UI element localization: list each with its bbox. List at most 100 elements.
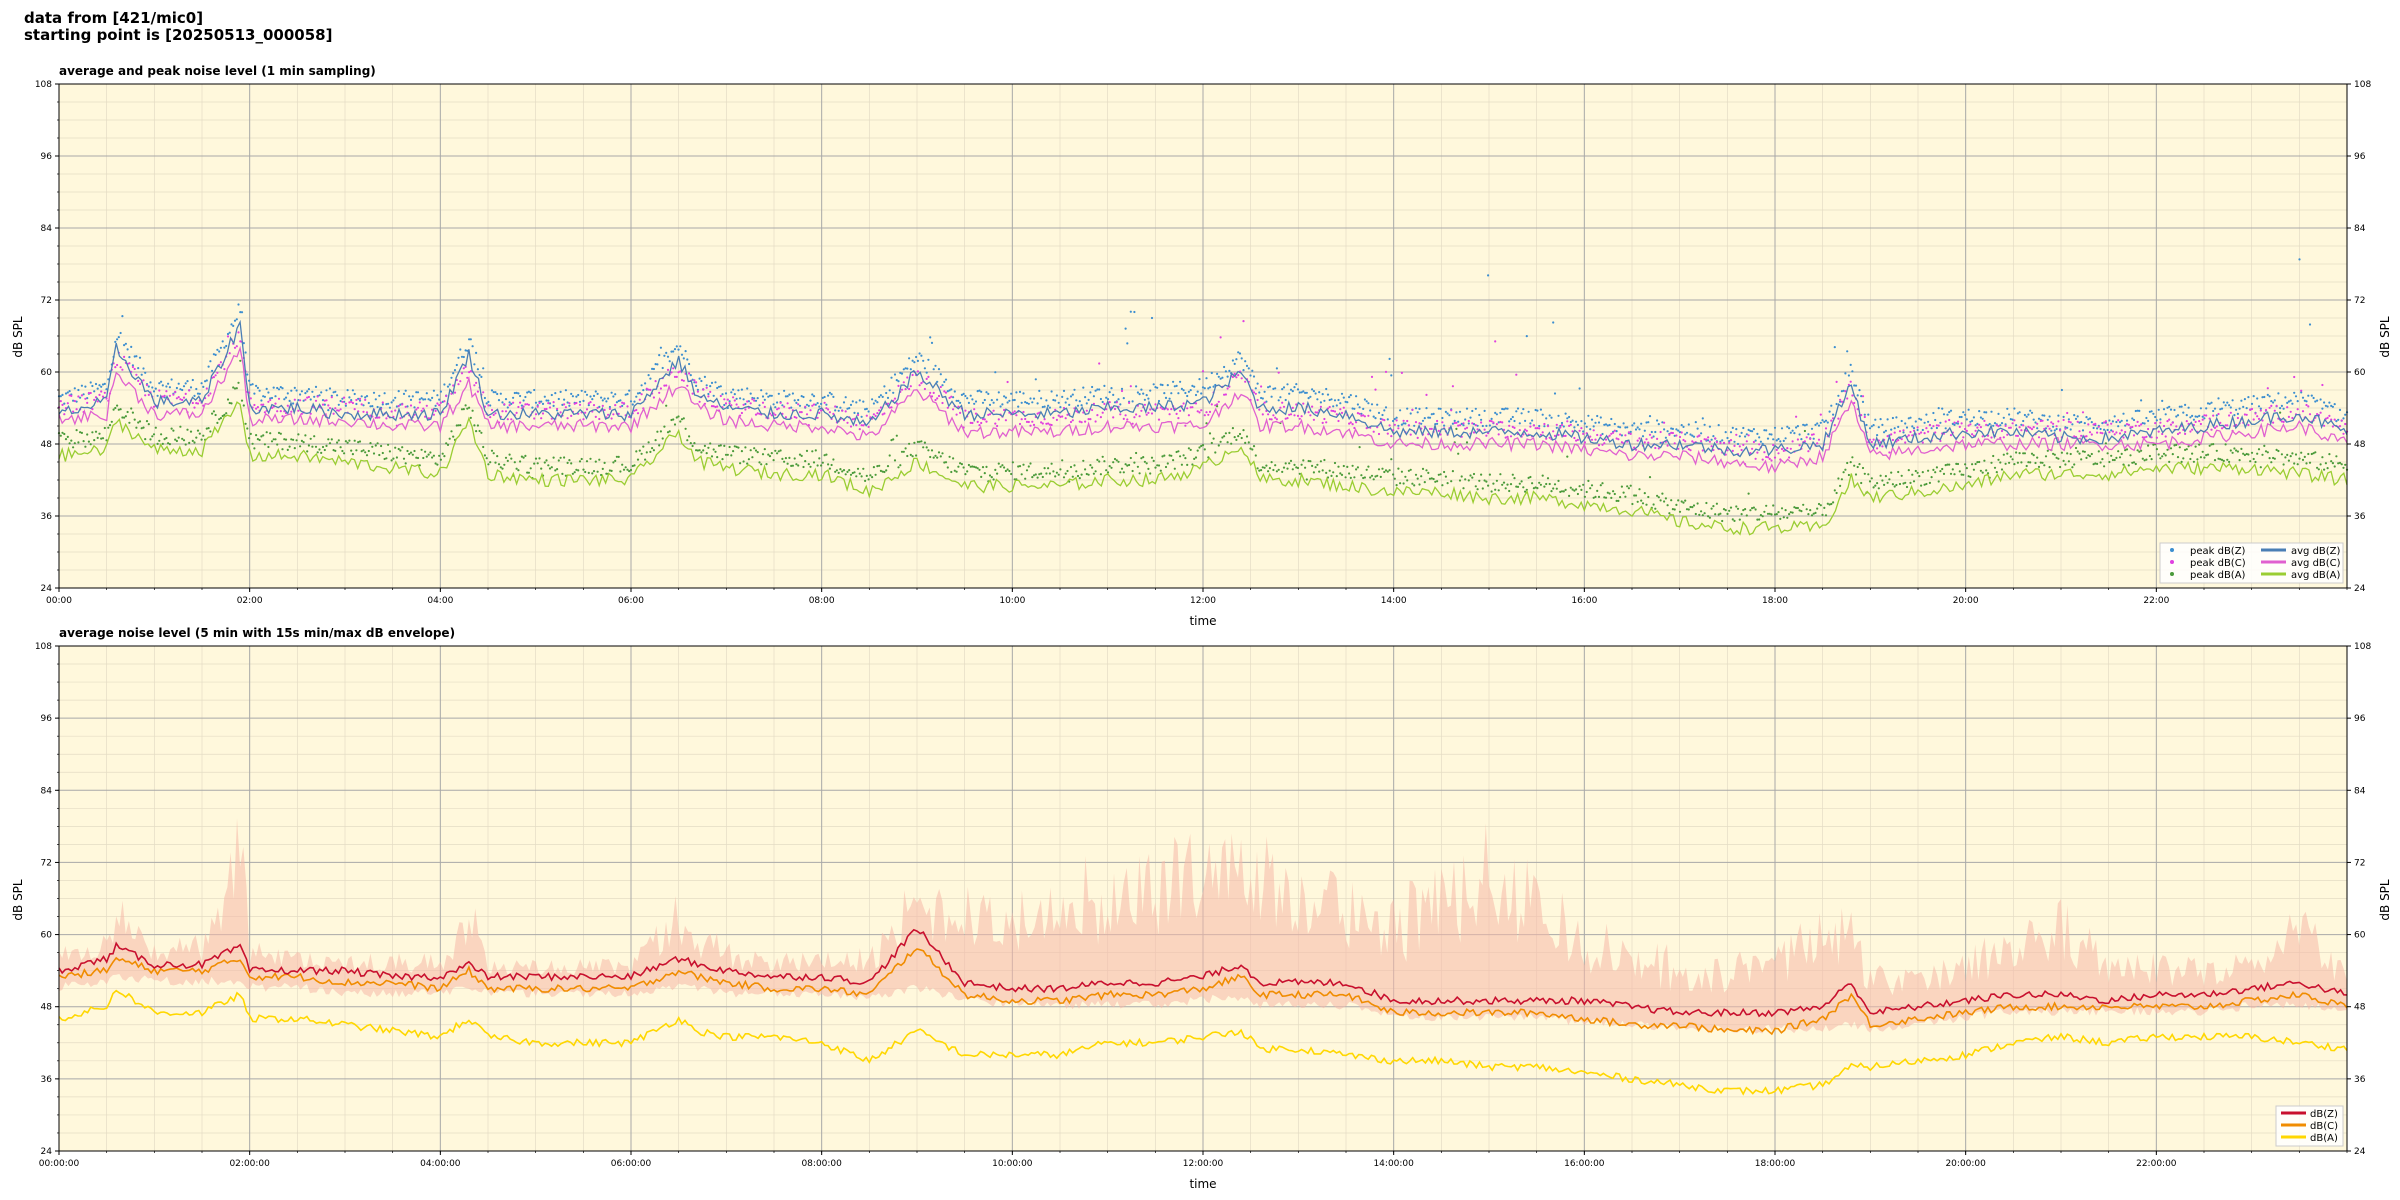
chart1-peak-point: [394, 409, 397, 412]
chart1-peak-point: [2078, 421, 2081, 424]
chart1-peak-point: [1138, 415, 1141, 418]
chart1-peak-point: [1580, 427, 1583, 430]
chart1-peak-point: [263, 395, 266, 398]
chart1-peak-point: [2011, 418, 2014, 421]
chart1-peak-point: [804, 460, 807, 463]
chart1-peak-point: [381, 401, 384, 404]
chart1-peak-point: [1722, 508, 1726, 511]
chart1-peak-point: [1636, 426, 1639, 429]
chart1-peak-point: [1985, 469, 1988, 472]
chart1-peak-point: [1861, 400, 1865, 403]
chart1-peak-point: [1969, 420, 1972, 423]
chart1-peak-point: [1082, 386, 1085, 389]
chart1-peak-point: [2034, 421, 2037, 424]
chart1-peak-point: [1099, 416, 1102, 419]
chart1-peak-point: [1096, 388, 1099, 391]
chart1-xtick-label: 18:00: [1762, 596, 1788, 606]
chart1-peak-point: [1494, 488, 1497, 491]
chart1-peak-point: [142, 426, 145, 429]
chart1-peak-point: [492, 413, 495, 416]
chart1-peak-point: [615, 401, 619, 404]
chart1-peak-point: [408, 395, 411, 398]
chart1-peak-point: [1186, 407, 1189, 410]
chart1-peak-point: [1633, 422, 1636, 425]
chart1-peak-point: [135, 426, 138, 429]
chart1-peak-point: [2203, 417, 2206, 420]
chart1-peak-point: [1472, 472, 1476, 476]
chart1-peak-point: [2008, 413, 2011, 416]
chart1-peak-point: [2198, 420, 2201, 423]
chart1-peak-point: [672, 367, 675, 370]
chart1-ytick-label-right: 48: [2354, 440, 2366, 450]
chart1-peak-point: [114, 366, 117, 369]
chart1-peak-point: [226, 398, 230, 401]
chart1-peak-point: [656, 430, 659, 433]
chart1-peak-point: [360, 403, 363, 406]
chart1-peak-point: [776, 408, 779, 411]
chart1-peak-point: [1348, 472, 1351, 475]
chart1-peak-point: [1384, 370, 1388, 373]
chart1-peak-point: [1617, 438, 1620, 441]
chart1-peak-point: [1103, 460, 1106, 463]
chart1-peak-point: [485, 457, 488, 460]
chart1-peak-point: [540, 467, 543, 470]
chart1-peak-point: [1047, 404, 1050, 407]
chart1-peak-point: [629, 468, 633, 472]
chart1-peak-point: [1455, 411, 1458, 414]
chart1-peak-point: [710, 405, 714, 408]
chart1-peak-point: [1648, 415, 1652, 418]
chart1-peak-point: [541, 402, 545, 405]
chart1-peak-point: [996, 398, 999, 401]
chart1-peak-point: [728, 402, 731, 405]
chart1-peak-point: [659, 346, 663, 349]
chart1-peak-point: [80, 431, 83, 434]
chart1-peak-point: [941, 452, 944, 455]
chart1-peak-point: [1480, 473, 1483, 476]
chart1-peak-point: [1328, 405, 1331, 409]
chart1-peak-point: [761, 395, 765, 398]
chart1-peak-point: [1997, 458, 2000, 461]
chart1-peak-point: [1617, 425, 1620, 428]
chart1-peak-point: [1131, 469, 1134, 473]
chart1-peak-point: [2140, 423, 2143, 426]
chart1-peak-point: [1589, 428, 1592, 431]
chart1-peak-point: [686, 384, 689, 387]
chart1-peak-point: [1923, 421, 1926, 424]
chart1-peak-point: [633, 400, 636, 403]
chart1-peak-point: [987, 413, 990, 416]
chart1-peak-point: [570, 392, 573, 395]
chart1-peak-point: [61, 393, 64, 396]
chart1-peak-point: [1677, 429, 1680, 432]
chart1-peak-point: [1937, 480, 1940, 483]
chart1-peak-point: [1091, 385, 1094, 389]
chart1-peak-point: [2104, 420, 2107, 423]
chart1-peak-point: [1809, 509, 1812, 512]
chart1-peak-point: [1480, 421, 1483, 424]
chart1-peak-point: [2242, 405, 2245, 408]
chart1-peak-point: [1159, 383, 1162, 386]
chart1-peak-point: [1597, 495, 1601, 498]
chart1-peak-point: [1898, 430, 1902, 433]
chart1-peak-point: [2108, 419, 2111, 422]
chart1-peak-point: [1956, 422, 1960, 425]
chart1-peak-point: [897, 384, 900, 387]
chart1-peak-point: [1388, 469, 1391, 472]
chart1-peak-point: [1721, 439, 1724, 442]
chart1-peak-point: [1075, 470, 1078, 473]
chart1-peak-point: [1562, 490, 1565, 493]
chart1-peak-point: [313, 435, 316, 438]
chart1-peak-point: [360, 395, 363, 398]
chart1-peak-point: [744, 446, 747, 449]
chart1-peak-point: [732, 396, 735, 399]
chart1-peak-point: [1481, 424, 1484, 428]
chart1-peak-point: [94, 382, 98, 386]
chart1-peak-point: [70, 439, 73, 442]
chart1-peak-point: [568, 459, 571, 462]
chart1-peak-point: [1390, 458, 1393, 461]
chart1-peak-point: [1032, 397, 1036, 400]
chart1-peak-point: [2140, 399, 2143, 402]
chart1-peak-point: [2029, 409, 2032, 412]
chart1-peak-point: [1821, 419, 1824, 422]
chart1-peak-point: [416, 406, 420, 409]
chart2-ytick-label-left: 60: [41, 931, 53, 941]
